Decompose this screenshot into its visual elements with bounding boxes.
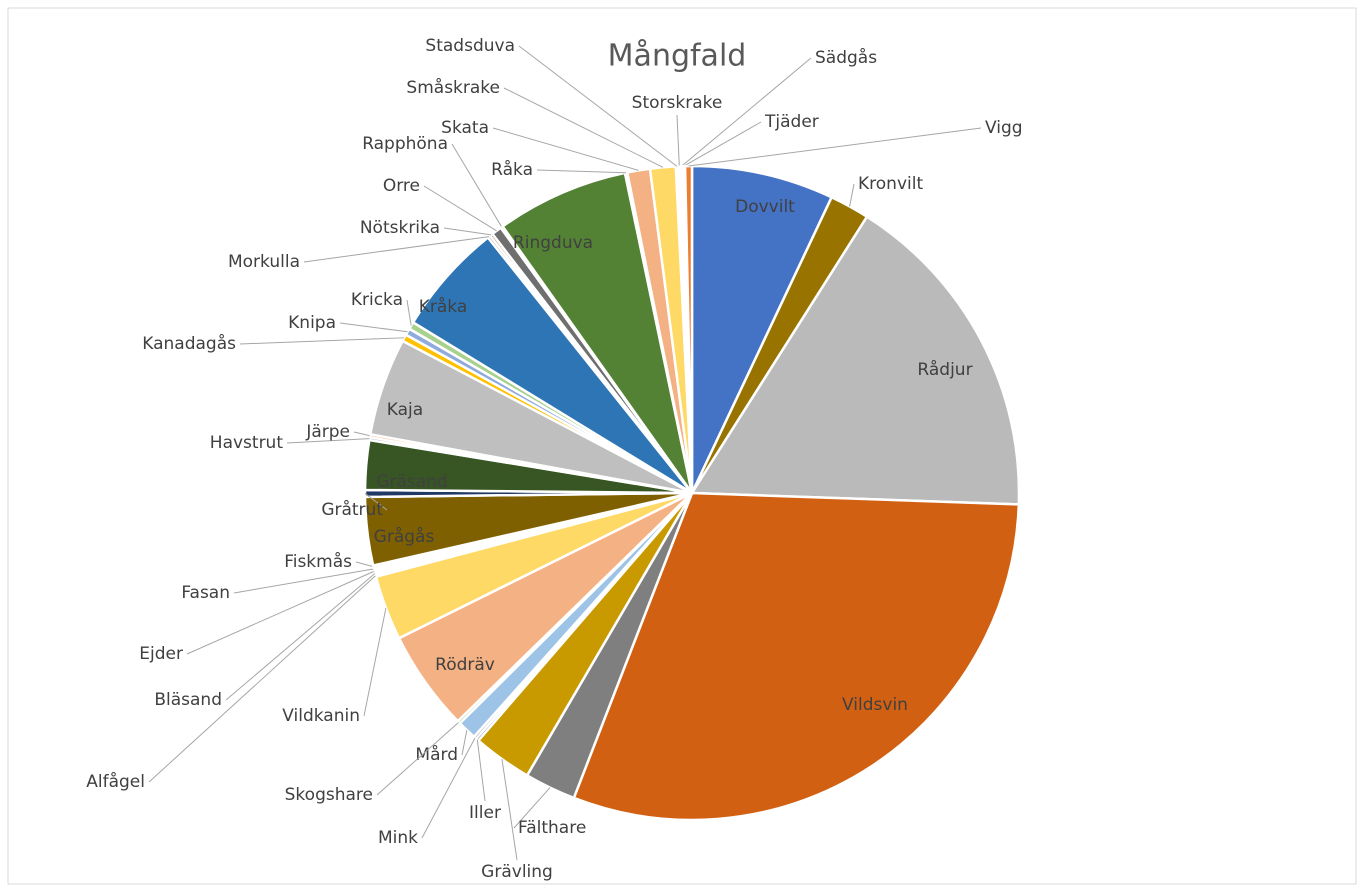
- leader-line: [443, 227, 492, 236]
- slice-label: Vildsvin: [842, 695, 908, 715]
- leader-line: [239, 337, 405, 345]
- slice-label: Morkulla: [228, 252, 300, 272]
- slice-label: Skogshare: [285, 785, 373, 805]
- slice-label: Storskrake: [632, 93, 723, 113]
- chart-title: Mångfald: [608, 39, 747, 74]
- leader-line: [476, 739, 486, 802]
- leader-line: [536, 169, 627, 174]
- slice-label: Gräsand: [376, 472, 447, 492]
- slice-label: Orre: [383, 176, 420, 196]
- pie-slice: [690, 164, 834, 494]
- slice-label: Kråka: [419, 296, 468, 317]
- leader-line: [148, 575, 376, 783]
- leader-line: [233, 568, 375, 594]
- slice-label: Havstrut: [210, 433, 284, 453]
- slice-label: Rådjur: [917, 359, 972, 380]
- leader-line: [492, 127, 639, 171]
- leader-line: [186, 570, 375, 655]
- leader-line: [355, 561, 374, 568]
- slice-label: Ejder: [139, 644, 183, 664]
- leader-line: [518, 45, 678, 167]
- leader-line: [225, 572, 376, 701]
- slice-label: Ringduva: [513, 233, 593, 253]
- slice-label: Dovvilt: [735, 197, 795, 217]
- slice-label: Kronvilt: [858, 174, 923, 194]
- leader-line: [513, 787, 551, 829]
- leader-line: [353, 431, 371, 437]
- leader-line: [681, 57, 812, 167]
- leader-line: [376, 721, 460, 796]
- slice-label: Sädgås: [815, 47, 877, 68]
- leader-line: [688, 127, 982, 167]
- leader-line: [676, 114, 680, 167]
- slice-label: Råka: [491, 159, 533, 180]
- leader-line: [849, 183, 855, 207]
- pie-slice: [572, 491, 1021, 822]
- slice-label: Iller: [469, 803, 501, 823]
- leader-line: [683, 121, 762, 167]
- leader-line: [503, 87, 664, 168]
- leader-line: [406, 299, 412, 326]
- slice-label: Småskrake: [406, 77, 500, 98]
- slice-label: Nötskrika: [360, 218, 440, 238]
- slice-label: Grävling: [481, 862, 553, 882]
- leader-line: [421, 737, 476, 839]
- slice-label: Kaja: [387, 400, 423, 420]
- leader-line: [363, 607, 387, 717]
- slice-label: Rödräv: [435, 655, 495, 675]
- slice-label: Skata: [441, 118, 489, 138]
- pie-slice: [689, 215, 1021, 506]
- slice-label: Fasan: [181, 583, 230, 603]
- slice-label: Järpe: [305, 422, 350, 442]
- slice-label: Mård: [415, 744, 458, 765]
- leader-line: [423, 185, 497, 232]
- leader-line: [303, 236, 490, 263]
- slice-label: Alfågel: [86, 771, 145, 792]
- slice-label: Rapphöna: [362, 134, 448, 154]
- slice-label: Vildkanin: [282, 706, 360, 726]
- slice-label: Kanadagås: [142, 333, 236, 354]
- slice-label: Fälthare: [518, 818, 586, 838]
- slice-label: Gråtrut: [321, 499, 383, 520]
- slice-label: Fiskmås: [284, 551, 352, 572]
- slice-label: Tjäder: [764, 112, 819, 132]
- slice-label: Bläsand: [154, 690, 222, 710]
- slice-label: Grågås: [374, 526, 435, 547]
- leader-line: [286, 438, 370, 444]
- slice-label: Knipa: [288, 313, 336, 333]
- slice-label: Kricka: [351, 290, 403, 310]
- slice-label: Vigg: [985, 118, 1023, 138]
- leader-line: [339, 322, 408, 333]
- leader-line: [451, 143, 503, 228]
- pie-slice: [500, 171, 694, 494]
- leader-line: [501, 759, 518, 861]
- slice-label: Stadsduva: [425, 36, 515, 56]
- leader-line: [364, 493, 388, 511]
- leader-line: [461, 730, 468, 756]
- slice-label: Mink: [378, 828, 418, 848]
